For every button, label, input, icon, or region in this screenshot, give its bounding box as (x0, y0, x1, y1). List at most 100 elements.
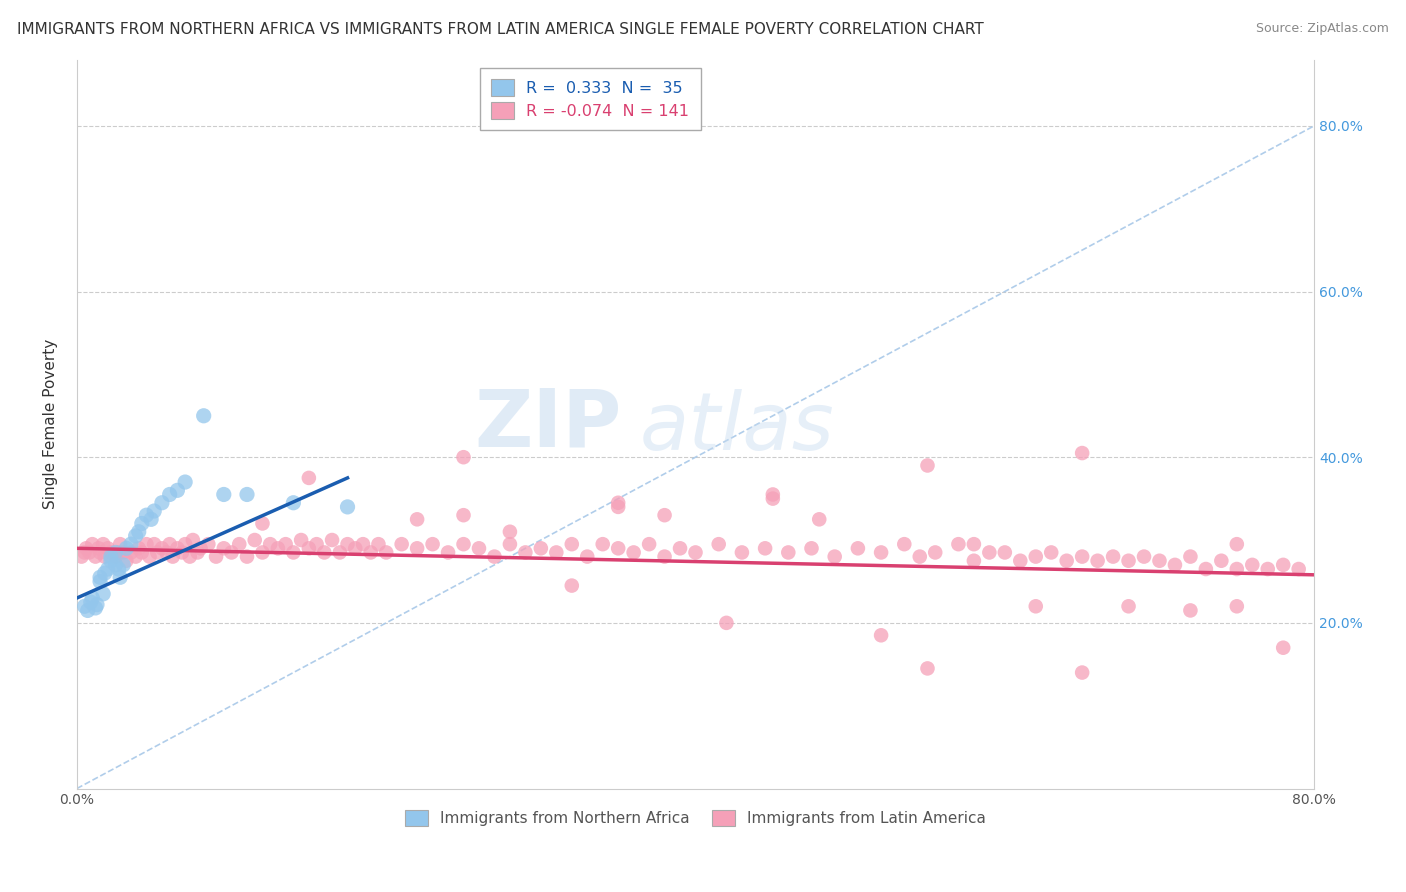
Point (274, 537, 297, 551)
Point (131, 516, 153, 531)
Point (908, 549, 931, 564)
Point (1195, 562, 1218, 576)
Text: Source: ZipAtlas.com: Source: ZipAtlas.com (1256, 22, 1389, 36)
Point (824, 549, 846, 564)
Point (453, 508, 475, 523)
Point (135, 537, 157, 551)
Point (124, 529, 146, 543)
Point (100, 549, 122, 564)
Point (800, 541, 823, 556)
Point (870, 545, 893, 559)
Point (1241, 558, 1264, 572)
Point (70, 549, 93, 564)
Point (1118, 554, 1140, 568)
Point (453, 450, 475, 465)
Point (159, 487, 181, 501)
Point (1257, 562, 1279, 576)
Point (112, 558, 135, 572)
Point (336, 500, 359, 514)
Point (367, 537, 389, 551)
Point (82, 537, 104, 551)
Point (135, 508, 157, 523)
Point (146, 545, 169, 559)
Point (186, 545, 208, 559)
Point (1102, 549, 1125, 564)
Point (778, 545, 800, 559)
Point (181, 533, 204, 547)
Point (808, 512, 831, 526)
Point (283, 496, 305, 510)
Point (1164, 558, 1187, 572)
Point (1149, 554, 1171, 568)
Point (1071, 549, 1094, 564)
Point (283, 545, 305, 559)
Point (84, 549, 107, 564)
Point (963, 554, 986, 568)
Point (97, 562, 120, 576)
Point (159, 537, 181, 551)
Point (150, 496, 173, 510)
Point (73, 599, 96, 614)
Point (336, 537, 359, 551)
Point (499, 537, 522, 551)
Point (1226, 537, 1249, 551)
Point (174, 537, 197, 551)
Point (84, 601, 107, 615)
Point (243, 533, 266, 547)
Point (979, 545, 1001, 559)
Point (1025, 599, 1047, 614)
Point (305, 537, 328, 551)
Point (143, 504, 166, 518)
Point (707, 537, 730, 551)
Point (422, 537, 444, 551)
Point (290, 533, 312, 547)
Point (607, 496, 630, 510)
Point (107, 562, 129, 576)
Point (104, 558, 127, 572)
Point (1118, 599, 1140, 614)
Point (561, 578, 583, 592)
Point (607, 541, 630, 556)
Point (1180, 603, 1202, 617)
Point (115, 541, 138, 556)
Point (1025, 549, 1047, 564)
Point (236, 549, 259, 564)
Point (93, 549, 115, 564)
Point (128, 541, 150, 556)
Point (762, 487, 785, 501)
Point (499, 524, 522, 539)
Point (77, 545, 100, 559)
Point (1226, 599, 1249, 614)
Point (561, 537, 583, 551)
Point (120, 537, 142, 551)
Legend: Immigrants from Northern Africa, Immigrants from Latin America: Immigrants from Northern Africa, Immigra… (395, 801, 995, 836)
Point (1087, 554, 1109, 568)
Point (89, 570, 111, 584)
Point (197, 537, 219, 551)
Point (762, 491, 785, 506)
Point (917, 458, 939, 473)
Point (654, 549, 676, 564)
Point (115, 554, 138, 568)
Point (86, 598, 108, 612)
Point (1056, 554, 1078, 568)
Point (623, 545, 645, 559)
Point (669, 541, 692, 556)
Point (138, 549, 160, 564)
Point (1133, 549, 1156, 564)
Point (166, 483, 188, 498)
Point (212, 541, 235, 556)
Point (108, 570, 131, 584)
Point (91, 537, 114, 551)
Point (515, 545, 537, 559)
Point (592, 537, 614, 551)
Text: atlas: atlas (640, 389, 835, 467)
Point (252, 545, 274, 559)
Point (97, 541, 120, 556)
Point (375, 545, 398, 559)
Point (267, 541, 290, 556)
Point (76, 603, 98, 617)
Point (638, 537, 661, 551)
Point (190, 541, 212, 556)
Point (212, 487, 235, 501)
